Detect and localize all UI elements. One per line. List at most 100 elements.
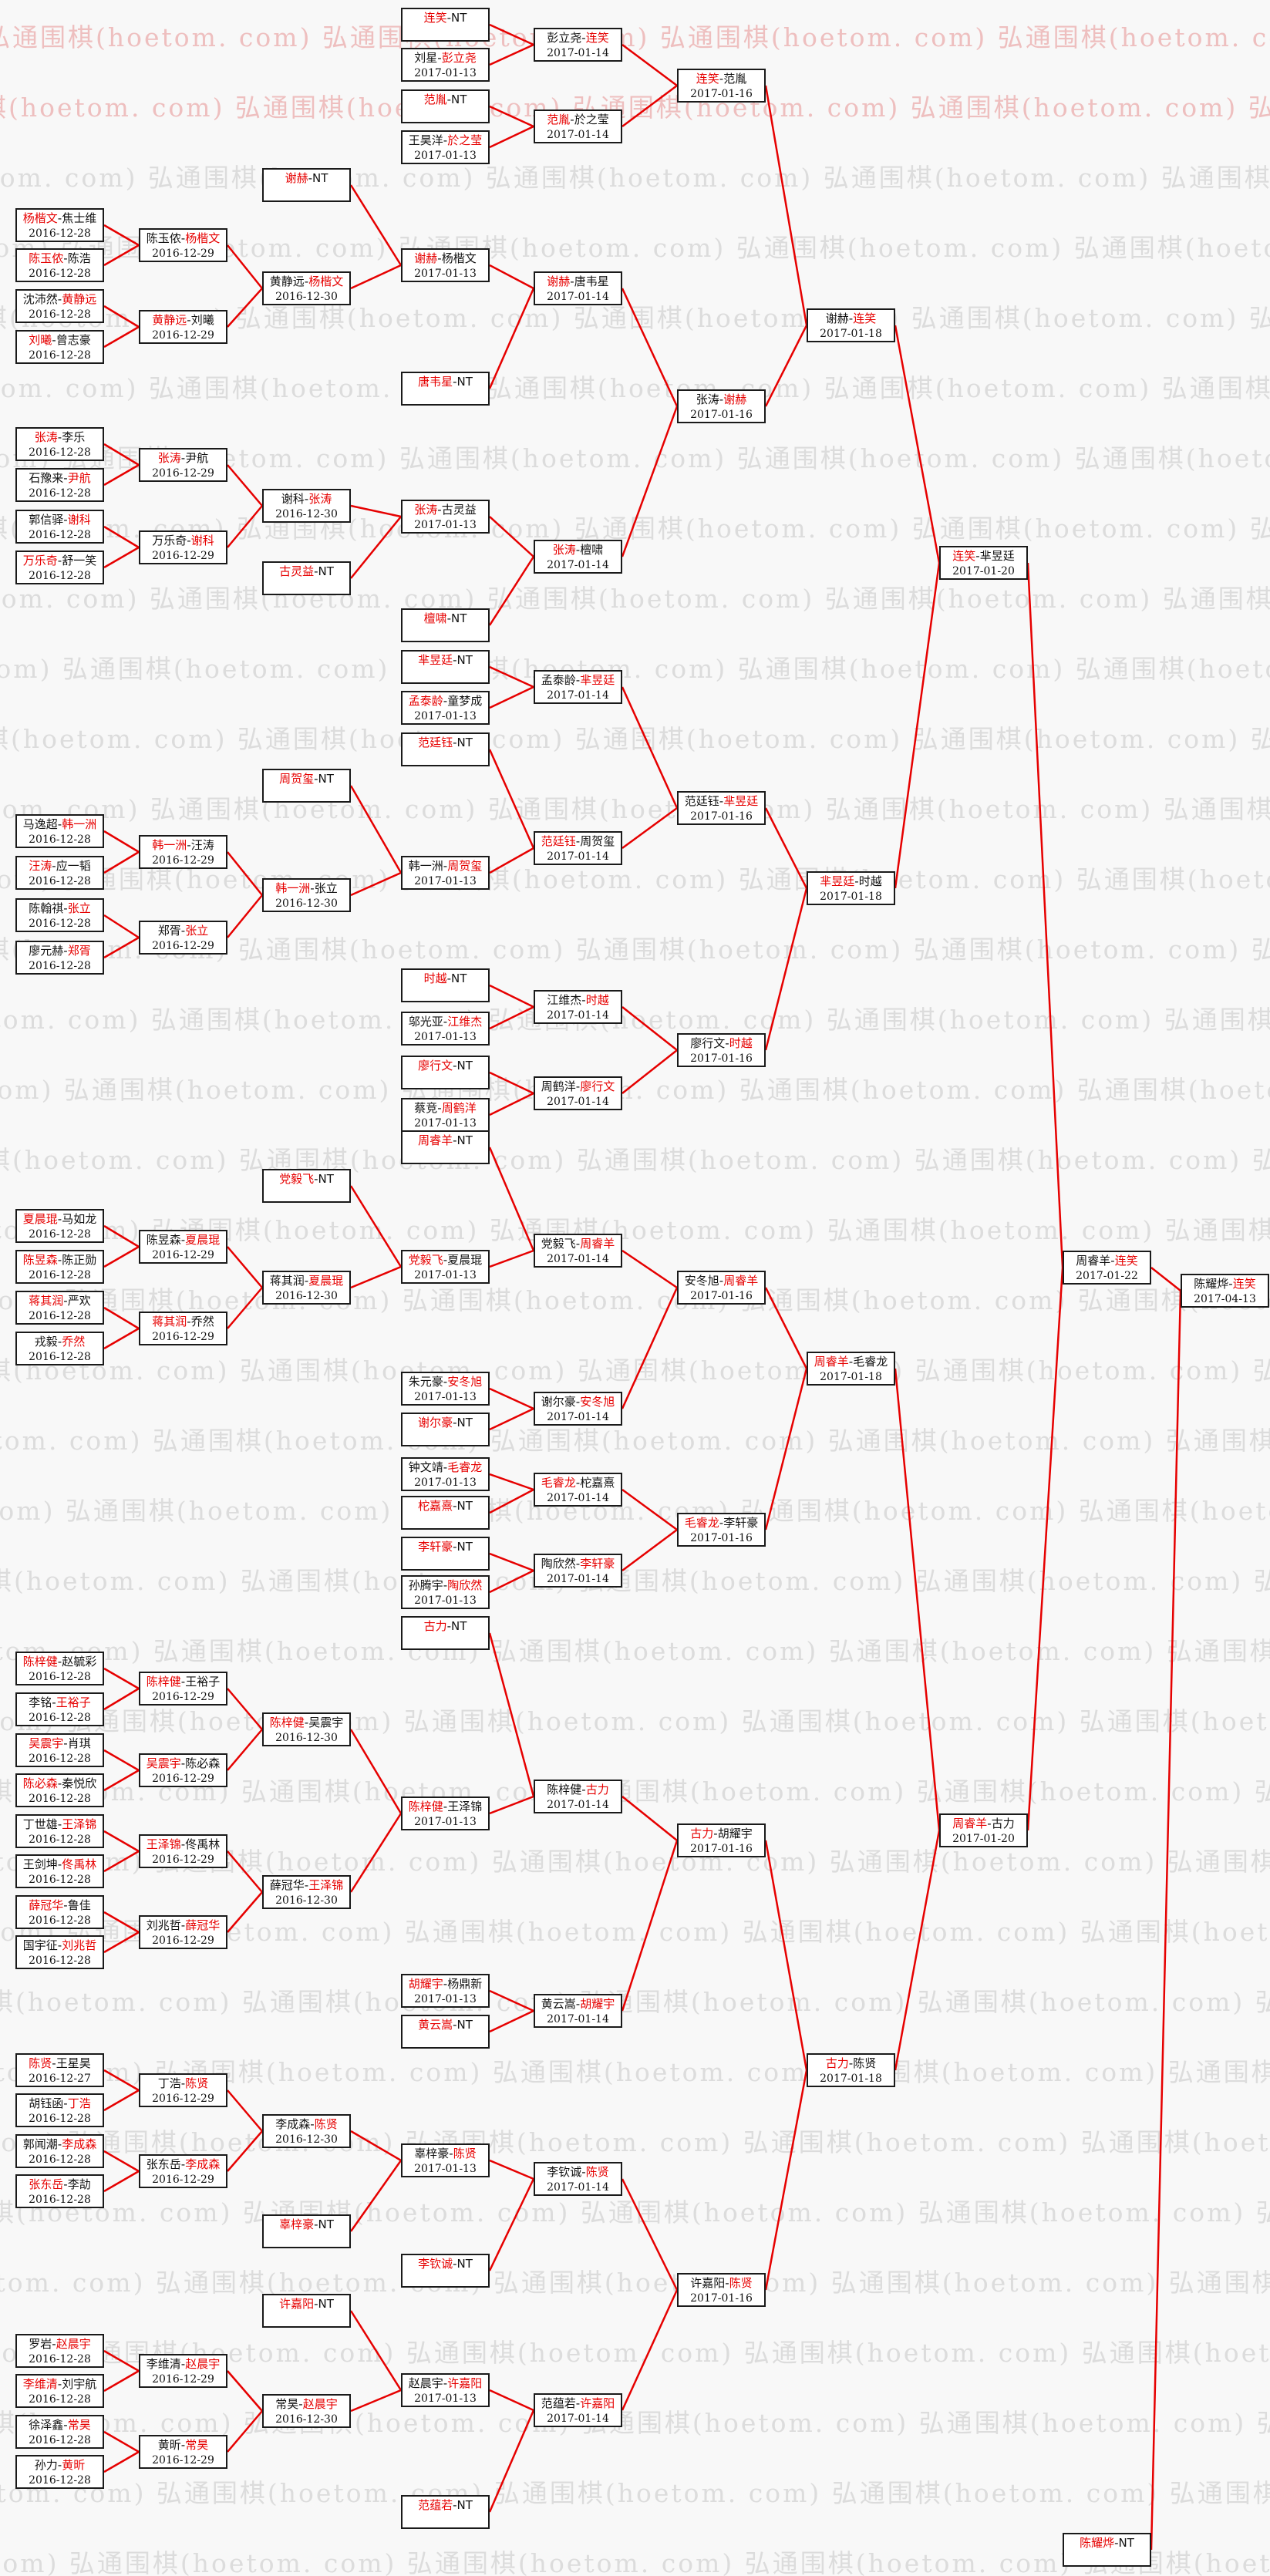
match-box[interactable]: 张涛-谢赫 2017-01-16	[677, 389, 766, 423]
match-box[interactable]: 钟文靖-毛睿龙 2017-01-13	[401, 1457, 490, 1491]
match-box[interactable]: 古力-陈贤 2017-01-18	[807, 2053, 895, 2087]
match-box[interactable]: 孟泰龄-童梦成 2017-01-13	[401, 691, 490, 725]
match-box[interactable]: 韩一洲-汪涛 2016-12-29	[139, 835, 227, 869]
match-box[interactable]: 张东岳-李成森 2016-12-29	[139, 2154, 227, 2188]
match-box[interactable]: 陈贤-王星昊 2016-12-27	[15, 2053, 104, 2087]
match-box[interactable]: 郭信驿-谢科 2016-12-28	[15, 510, 104, 544]
seed-box[interactable]: 范蕴若-NT	[401, 2495, 490, 2529]
match-box[interactable]: 孟泰龄-芈昱廷 2017-01-14	[534, 670, 622, 704]
match-box[interactable]: 黄静远-杨楷文 2016-12-30	[262, 271, 351, 305]
seed-box[interactable]: 连笑-NT	[401, 8, 490, 42]
match-box[interactable]: 陈耀烨-连笑 2017-04-13	[1181, 1274, 1269, 1308]
match-box[interactable]: 王昊洋-於之莹 2017-01-13	[401, 130, 490, 164]
match-box[interactable]: 李维清-刘宇航 2016-12-28	[15, 2374, 104, 2408]
seed-box[interactable]: 周睿羊-NT	[401, 1130, 490, 1164]
match-box[interactable]: 丁浩-陈贤 2016-12-29	[139, 2073, 227, 2107]
match-box[interactable]: 国宇征-刘兆哲 2016-12-28	[15, 1935, 104, 1969]
match-box[interactable]: 刘星-彭立尧 2017-01-13	[401, 48, 490, 82]
match-box[interactable]: 石豫来-尹航 2016-12-28	[15, 468, 104, 502]
match-box[interactable]: 陈玉侬-杨楷文 2016-12-29	[139, 228, 227, 262]
match-box[interactable]: 丁世雄-王泽锦 2016-12-28	[15, 1814, 104, 1848]
match-box[interactable]: 郑胥-张立 2016-12-29	[139, 921, 227, 955]
match-box[interactable]: 范廷钰-芈昱廷 2017-01-16	[677, 791, 766, 825]
seed-box[interactable]: 芈昱廷-NT	[401, 650, 490, 684]
match-box[interactable]: 芈昱廷-时越 2017-01-18	[807, 871, 895, 905]
seed-box[interactable]: 时越-NT	[401, 968, 490, 1002]
match-box[interactable]: 李铭-王裕子 2016-12-28	[15, 1692, 104, 1726]
seed-box[interactable]: 李钦诚-NT	[401, 2254, 490, 2288]
match-box[interactable]: 周睿羊-连笑 2017-01-22	[1063, 1251, 1151, 1285]
match-box[interactable]: 毛睿龙-柁嘉熹 2017-01-14	[534, 1473, 622, 1507]
match-box[interactable]: 马逸超-韩一洲 2016-12-28	[15, 814, 104, 848]
seed-box[interactable]: 谢赫-NT	[262, 168, 351, 202]
match-box[interactable]: 谢赫-唐韦星 2017-01-14	[534, 271, 622, 305]
match-box[interactable]: 刘兆哲-薛冠华 2016-12-29	[139, 1915, 227, 1949]
match-box[interactable]: 许嘉阳-陈贤 2017-01-16	[677, 2273, 766, 2307]
match-box[interactable]: 陈梓健-赵毓彩 2016-12-28	[15, 1652, 104, 1685]
match-box[interactable]: 万乐奇-谢科 2016-12-29	[139, 530, 227, 564]
seed-box[interactable]: 古力-NT	[401, 1616, 490, 1650]
match-box[interactable]: 彭立尧-连笑 2017-01-14	[534, 28, 622, 62]
match-box[interactable]: 徐泽鑫-常昊 2016-12-28	[15, 2415, 104, 2449]
match-box[interactable]: 毛睿龙-李轩豪 2017-01-16	[677, 1513, 766, 1547]
match-box[interactable]: 蔡竞-周鹤洋 2017-01-13	[401, 1098, 490, 1132]
match-box[interactable]: 汪涛-应一韬 2016-12-28	[15, 856, 104, 890]
match-box[interactable]: 周鹤洋-廖行文 2017-01-14	[534, 1076, 622, 1110]
match-box[interactable]: 陶欣然-李轩豪 2017-01-14	[534, 1554, 622, 1588]
match-box[interactable]: 李成森-陈贤 2016-12-30	[262, 2114, 351, 2148]
match-box[interactable]: 罗岩-赵晨宇 2016-12-28	[15, 2334, 104, 2368]
match-box[interactable]: 谢赫-杨楷文 2017-01-13	[401, 248, 490, 282]
match-box[interactable]: 江维杰-时越 2017-01-14	[534, 990, 622, 1024]
match-box[interactable]: 李钦诚-陈贤 2017-01-14	[534, 2162, 622, 2196]
match-box[interactable]: 黄昕-常昊 2016-12-29	[139, 2435, 227, 2469]
seed-box[interactable]: 唐韦星-NT	[401, 372, 490, 406]
match-box[interactable]: 韩一洲-张立 2016-12-30	[262, 878, 351, 912]
match-box[interactable]: 陈梓健-王泽锦 2017-01-13	[401, 1796, 490, 1830]
seed-box[interactable]: 范廷钰-NT	[401, 732, 490, 766]
match-box[interactable]: 薛冠华-王泽锦 2016-12-30	[262, 1875, 351, 1909]
seed-box[interactable]: 辜梓豪-NT	[262, 2214, 351, 2248]
match-box[interactable]: 古力-胡耀宇 2017-01-16	[677, 1823, 766, 1857]
seed-box[interactable]: 谢尔豪-NT	[401, 1413, 490, 1446]
match-box[interactable]: 陈梓健-王裕子 2016-12-29	[139, 1672, 227, 1706]
match-box[interactable]: 范廷钰-周贺玺 2017-01-14	[534, 831, 622, 865]
seed-box[interactable]: 黄云嵩-NT	[401, 2015, 490, 2049]
match-box[interactable]: 陈昱森-夏晨琨 2016-12-29	[139, 1230, 227, 1264]
match-box[interactable]: 周睿羊-毛睿龙 2017-01-18	[807, 1352, 895, 1386]
match-box[interactable]: 王剑坤-佟禹林 2016-12-28	[15, 1854, 104, 1888]
match-box[interactable]: 安冬旭-周睿羊 2017-01-16	[677, 1271, 766, 1305]
match-box[interactable]: 党毅飞-夏晨琨 2017-01-13	[401, 1250, 490, 1284]
match-box[interactable]: 孙力-黄昕 2016-12-28	[15, 2455, 104, 2489]
match-box[interactable]: 张涛-檀啸 2017-01-14	[534, 540, 622, 574]
seed-box[interactable]: 范胤-NT	[401, 89, 490, 123]
match-box[interactable]: 刘曦-曾志豪 2016-12-28	[15, 330, 104, 364]
match-box[interactable]: 谢尔豪-安冬旭 2017-01-14	[534, 1392, 622, 1426]
match-box[interactable]: 戎毅-乔然 2016-12-28	[15, 1332, 104, 1365]
match-box[interactable]: 朱元豪-安冬旭 2017-01-13	[401, 1372, 490, 1406]
match-box[interactable]: 范胤-於之莹 2017-01-14	[534, 109, 622, 143]
match-box[interactable]: 吴震宇-肖琪 2016-12-28	[15, 1733, 104, 1767]
match-box[interactable]: 廖行文-时越 2017-01-16	[677, 1033, 766, 1067]
seed-box[interactable]: 李轩豪-NT	[401, 1537, 490, 1571]
match-box[interactable]: 范蕴若-许嘉阳 2017-01-14	[534, 2393, 622, 2427]
match-box[interactable]: 李维清-赵晨宇 2016-12-29	[139, 2354, 227, 2388]
match-box[interactable]: 吴震宇-陈必森 2016-12-29	[139, 1753, 227, 1787]
match-box[interactable]: 辜梓豪-陈贤 2017-01-13	[401, 2143, 490, 2177]
match-box[interactable]: 胡钰函-丁浩 2016-12-28	[15, 2093, 104, 2127]
match-box[interactable]: 陈翰祺-张立 2016-12-28	[15, 898, 104, 932]
seed-box[interactable]: 廖行文-NT	[401, 1056, 490, 1089]
match-box[interactable]: 万乐奇-舒一笑 2016-12-28	[15, 551, 104, 584]
match-box[interactable]: 党毅飞-周睿羊 2017-01-14	[534, 1234, 622, 1268]
match-box[interactable]: 邬光亚-江维杰 2017-01-13	[401, 1012, 490, 1046]
match-box[interactable]: 连笑-范胤 2017-01-16	[677, 69, 766, 103]
match-box[interactable]: 陈梓健-古力 2017-01-14	[534, 1780, 622, 1813]
match-box[interactable]: 赵晨宇-许嘉阳 2017-01-13	[401, 2373, 490, 2407]
seed-box[interactable]: 陈耀烨-NT	[1063, 2533, 1151, 2567]
seed-box[interactable]: 周贺玺-NT	[262, 769, 351, 803]
match-box[interactable]: 王泽锦-佟禹林 2016-12-29	[139, 1834, 227, 1868]
match-box[interactable]: 常昊-赵晨宇 2016-12-30	[262, 2394, 351, 2428]
match-box[interactable]: 韩一洲-周贺玺 2017-01-13	[401, 856, 490, 890]
match-box[interactable]: 夏晨琨-马如龙 2016-12-28	[15, 1209, 104, 1243]
match-box[interactable]: 黄云嵩-胡耀宇 2017-01-14	[534, 1994, 622, 2028]
match-box[interactable]: 沈沛然-黄静远 2016-12-28	[15, 289, 104, 323]
